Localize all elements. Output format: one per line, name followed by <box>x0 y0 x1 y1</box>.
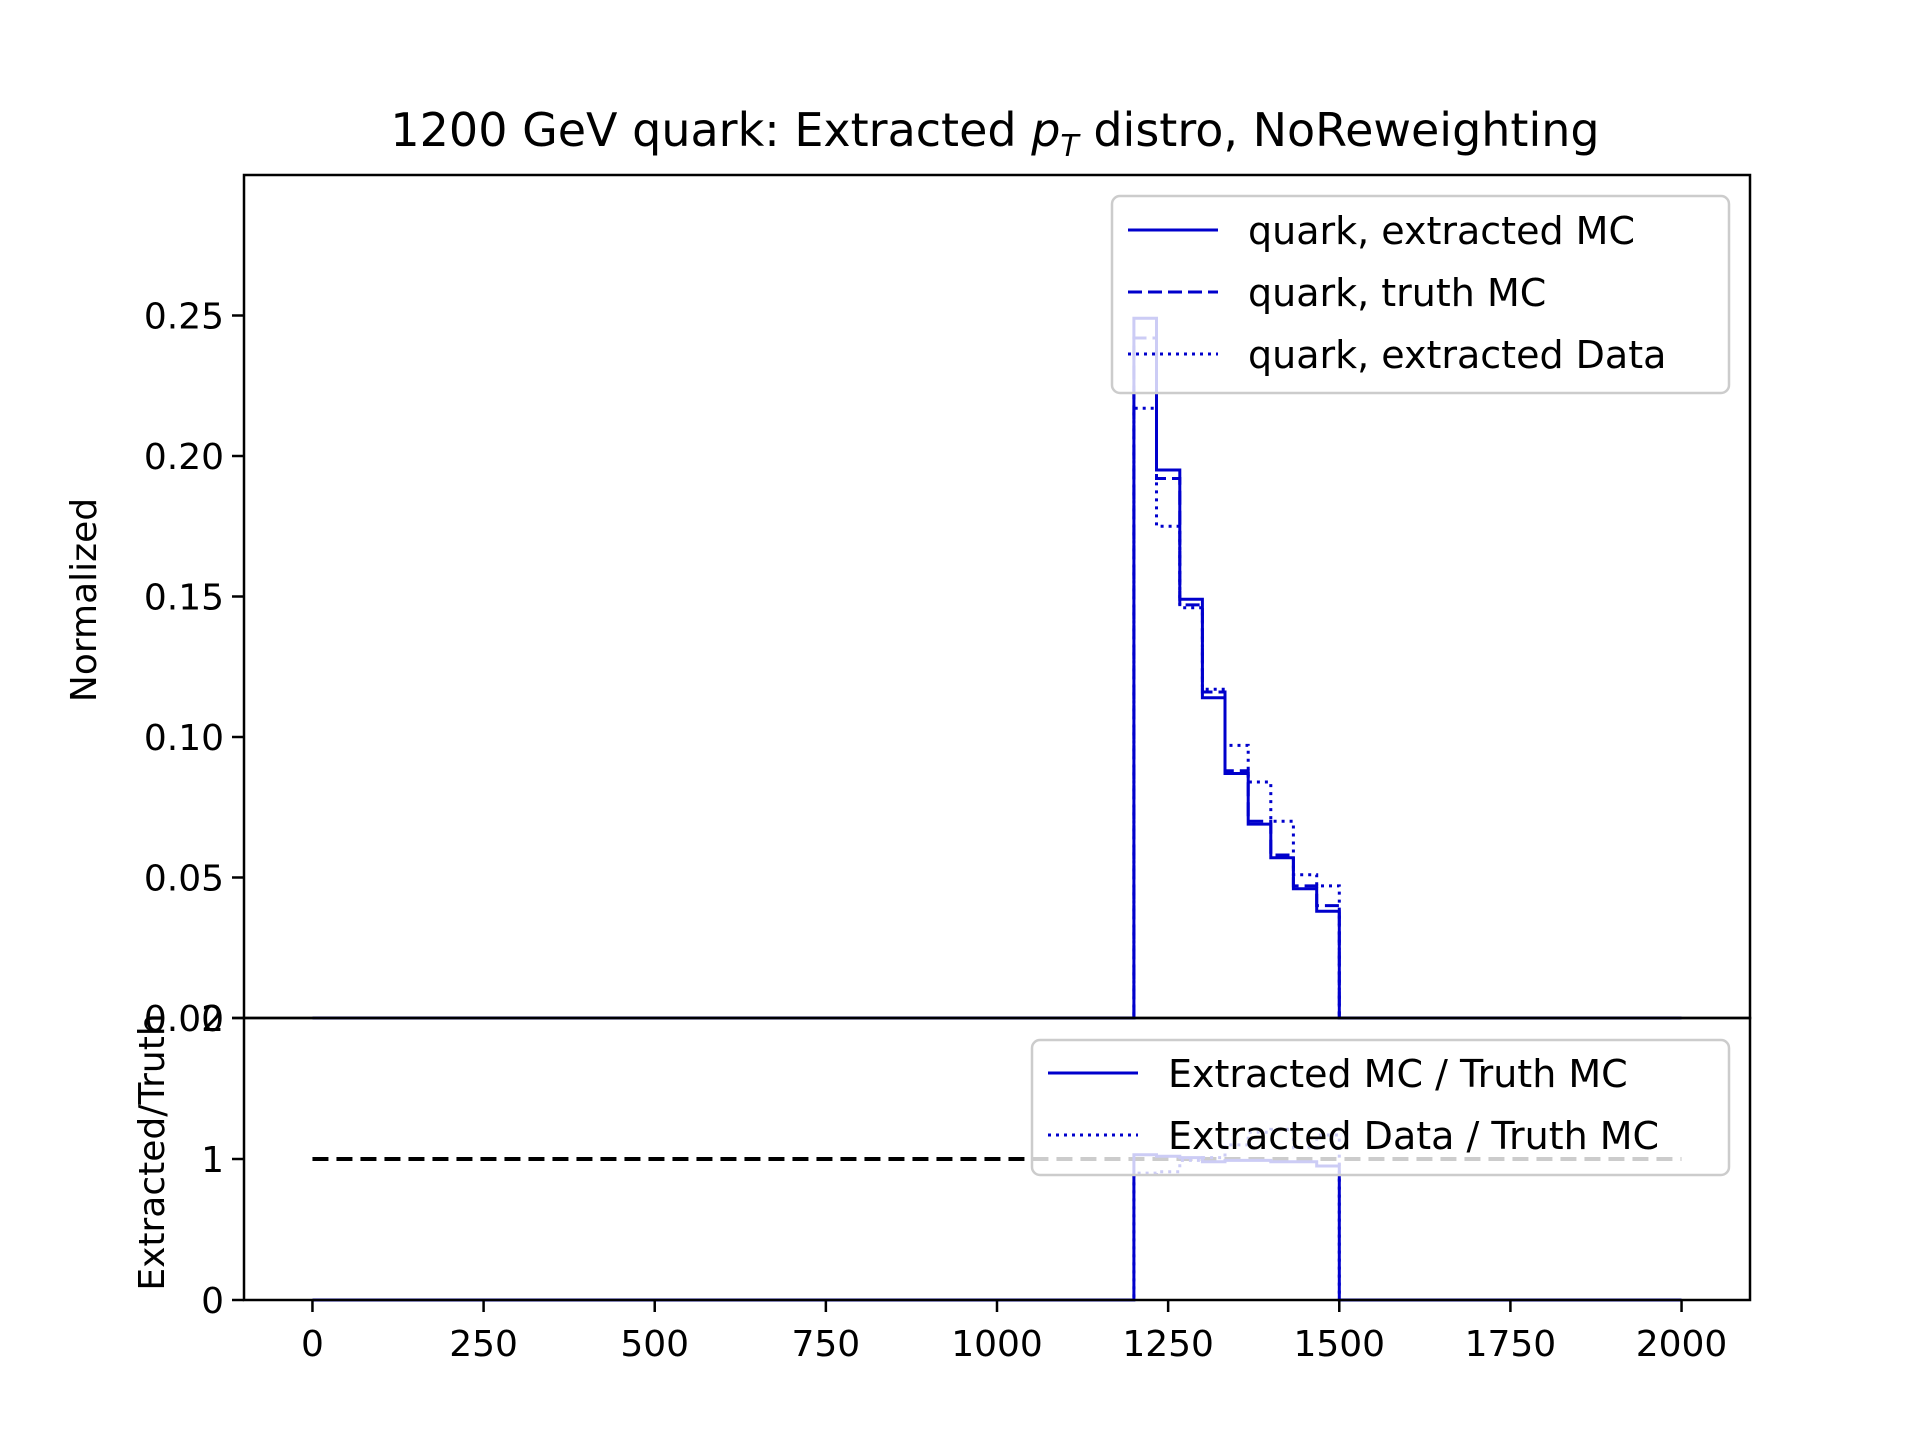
bottom-y-tick-label-2: 2 <box>201 999 224 1040</box>
legend-label-truth-mc: quark, truth MC <box>1248 271 1546 315</box>
top-y-tick-label-2: 0.10 <box>144 718 224 759</box>
legend-label-extracted-mc: quark, extracted MC <box>1248 209 1635 253</box>
legend-label-extracted-data: quark, extracted Data <box>1248 333 1666 377</box>
bottom-y-ticks: 0 1 2 <box>201 999 244 1322</box>
top-y-tick-label-3: 0.15 <box>144 578 224 619</box>
bottom-y-tick-label-0: 0 <box>201 1281 224 1322</box>
top-y-tick-label-4: 0.20 <box>144 437 224 478</box>
legend-label-ratio-mc: Extracted MC / Truth MC <box>1168 1052 1628 1096</box>
chart-title: 1200 GeV quark: Extracted pT distro, NoR… <box>390 103 1599 164</box>
x-tick-label-7: 1750 <box>1465 1324 1557 1365</box>
x-tick-label-8: 2000 <box>1636 1324 1728 1365</box>
bottom-panel: 0 1 2 0 250 500 750 1000 1250 1500 1750 2000 Extra… <box>132 999 1752 1365</box>
top-y-axis-title: Normalized <box>64 498 105 702</box>
top-panel: 0.00 0.05 0.10 0.15 0.20 0.25 Normalized quar… <box>64 173 1752 1040</box>
x-tick-label-1: 250 <box>449 1324 518 1365</box>
top-legend: quark, extracted MC quark, truth MC quar… <box>1110 194 1731 395</box>
x-tick-label-2: 500 <box>620 1324 689 1365</box>
top-y-tick-label-1: 0.05 <box>144 859 224 900</box>
legend-label-ratio-data: Extracted Data / Truth MC <box>1168 1114 1659 1158</box>
x-tick-label-6: 1500 <box>1293 1324 1385 1365</box>
top-series-quark-extracted-data <box>312 406 1682 1020</box>
top-series-quark-truth-mc <box>312 336 1682 1020</box>
top-y-tick-label-0: 0.00 <box>144 999 224 1040</box>
bottom-legend: Extracted MC / Truth MC Extracted Data /… <box>1030 1038 1731 1177</box>
x-tick-label-3: 750 <box>792 1324 861 1365</box>
bottom-legend-box <box>1030 1038 1731 1177</box>
x-tick-label-4: 1000 <box>951 1324 1043 1365</box>
bottom-x-ticks: 0 250 500 750 1000 1250 1500 1750 2000 <box>301 1300 1727 1365</box>
top-legend-box <box>1110 194 1731 395</box>
top-y-tick-label-5: 0.25 <box>144 297 224 338</box>
bottom-y-axis-title: Extracted/Truth <box>132 1013 173 1290</box>
x-tick-label-5: 1250 <box>1122 1324 1214 1365</box>
top-y-ticks: 0.00 0.05 0.10 0.15 0.20 0.25 <box>144 297 244 1040</box>
bottom-y-tick-label-1: 1 <box>201 1140 224 1181</box>
x-tick-label-0: 0 <box>301 1324 324 1365</box>
